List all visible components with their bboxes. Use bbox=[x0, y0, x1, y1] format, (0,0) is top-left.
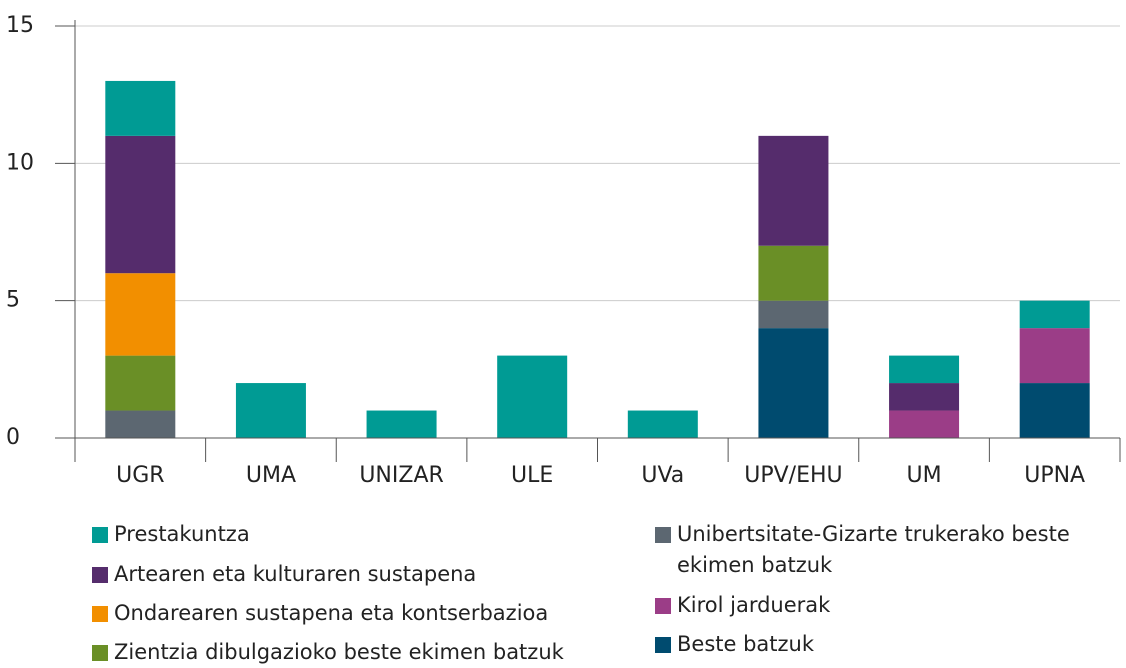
bar-segment bbox=[758, 245, 829, 301]
chart: 0 5 10 15 UGR UMA UNIZAR ULE UVa UPV/EHU UM UPNA bbox=[6, 13, 1121, 488]
bar-segment bbox=[758, 328, 829, 438]
bar-segment bbox=[235, 383, 306, 438]
y-tick-label: 15 bbox=[6, 13, 34, 38]
bar-segment bbox=[627, 410, 698, 438]
legend-label: Ondarearen sustapena eta kontserbazioa bbox=[114, 601, 549, 625]
legend-label: Prestakuntza bbox=[114, 522, 250, 546]
legend-item: Kirol jarduerak bbox=[655, 590, 1075, 621]
bar-segment bbox=[497, 355, 568, 438]
bar-segment bbox=[889, 410, 960, 438]
legend-label: Zientzia dibulgazioko beste ekimen batzu… bbox=[114, 640, 564, 664]
legend-item: Beste batzuk bbox=[655, 629, 1075, 660]
x-tick-label: UM bbox=[907, 463, 942, 488]
legend-item: Artearen eta kulturaren sustapena bbox=[92, 559, 652, 590]
legend-label: Beste batzuk bbox=[677, 632, 815, 656]
x-tick-label: UNIZAR bbox=[359, 463, 443, 488]
legend-swatch bbox=[92, 606, 108, 622]
legend-swatch bbox=[92, 567, 108, 583]
y-tick-label: 0 bbox=[6, 425, 20, 450]
x-tick-label: UPV/EHU bbox=[744, 463, 842, 488]
bar-segment bbox=[758, 135, 829, 246]
x-tick-label: UPNA bbox=[1024, 463, 1085, 488]
legend-swatch bbox=[92, 645, 108, 661]
legend-swatch bbox=[655, 637, 671, 653]
bar-segment bbox=[889, 355, 960, 384]
y-tick-label: 10 bbox=[6, 150, 34, 175]
bar-segment bbox=[366, 410, 437, 438]
legend-item: Zientzia dibulgazioko beste ekimen batzu… bbox=[92, 637, 652, 668]
bar-segment bbox=[1019, 300, 1090, 329]
bar-segment bbox=[105, 273, 176, 356]
bar-segment bbox=[889, 383, 960, 411]
x-tick-label: UVa bbox=[641, 463, 684, 488]
bar-segment bbox=[758, 300, 829, 329]
x-tick-label: ULE bbox=[511, 463, 553, 488]
y-tick-label: 5 bbox=[6, 288, 20, 313]
legend-swatch bbox=[92, 527, 108, 543]
bar-segment bbox=[105, 355, 176, 411]
legend-label: Artearen eta kulturaren sustapena bbox=[114, 562, 477, 586]
bar-segment bbox=[1019, 328, 1090, 384]
bar-segment bbox=[1019, 383, 1090, 438]
legend-label: Unibertsitate-Gizarte trukerako beste ek… bbox=[677, 522, 1070, 577]
legend-swatch bbox=[655, 527, 671, 543]
bar-segment bbox=[105, 80, 176, 136]
legend-item: Ondarearen sustapena eta kontserbazioa bbox=[92, 598, 652, 629]
legend-item: Prestakuntza bbox=[92, 519, 652, 550]
bar-segment bbox=[105, 410, 176, 438]
x-tick-label: UGR bbox=[116, 463, 164, 488]
bar-segment bbox=[105, 135, 176, 274]
x-tick-label: UMA bbox=[246, 463, 296, 488]
legend-swatch bbox=[655, 598, 671, 614]
legend-label: Kirol jarduerak bbox=[677, 593, 831, 617]
legend-item: Unibertsitate-Gizarte trukerako beste ek… bbox=[655, 519, 1075, 581]
